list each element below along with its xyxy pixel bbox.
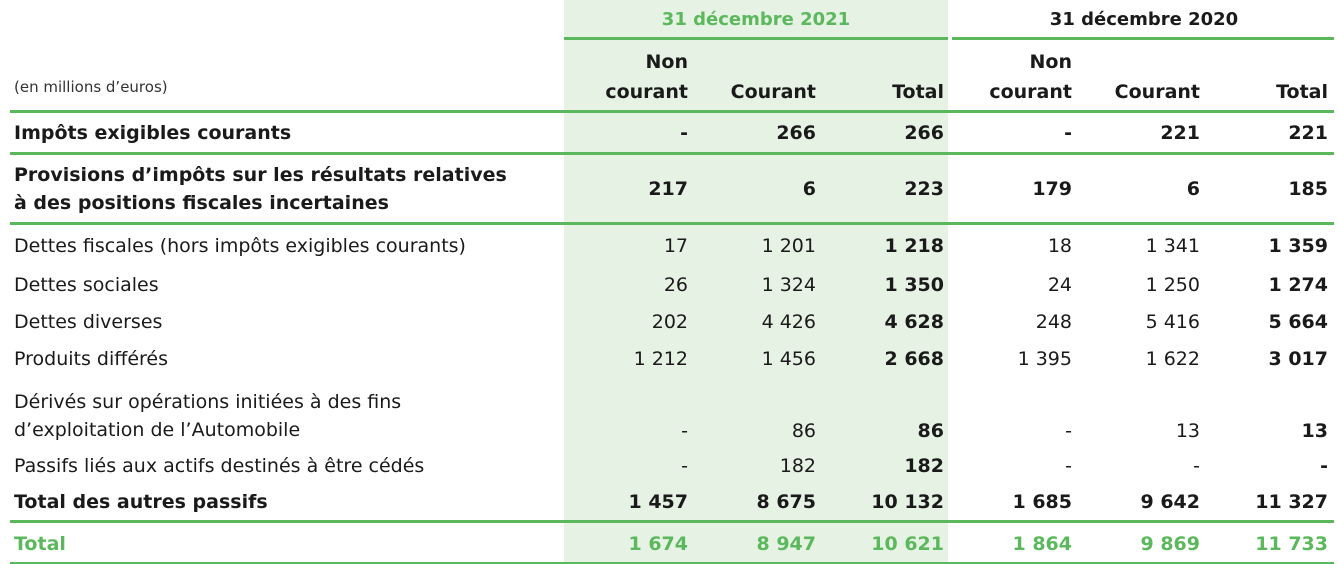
period-2020-rule bbox=[952, 37, 1334, 40]
table-cell: 86 bbox=[917, 420, 944, 442]
table-row: Passifs liés aux actifs destinés à être … bbox=[0, 448, 1340, 484]
table-cell: 24 bbox=[1047, 274, 1072, 296]
col-2020-courant: Courant bbox=[1114, 81, 1200, 103]
table-cell: 13 bbox=[1175, 420, 1200, 442]
table-cell: - bbox=[681, 455, 688, 477]
row-label: Dettes fiscales (hors impôts exigibles c… bbox=[14, 235, 466, 257]
table-row: Dettes fiscales (hors impôts exigibles c… bbox=[0, 226, 1340, 266]
table-cell: 1 864 bbox=[1012, 533, 1073, 555]
table-cell: 9 642 bbox=[1140, 491, 1201, 513]
table-cell: 10 621 bbox=[871, 533, 944, 555]
table-row: Dérivés sur opérations initiées à des fi… bbox=[0, 378, 1340, 448]
table-cell: 5 664 bbox=[1268, 311, 1329, 333]
table-row: Total des autres passifs 1 457 8 675 10 132… bbox=[0, 484, 1340, 520]
table-cell: 266 bbox=[904, 122, 944, 144]
table-cell: - bbox=[1064, 122, 1072, 144]
table-cell: - bbox=[1065, 455, 1072, 477]
period-2020-header: 31 décembre 2020 bbox=[1049, 8, 1239, 30]
unit-label: (en millions d’euros) bbox=[14, 78, 168, 96]
row-separator bbox=[10, 222, 1334, 225]
table-cell: 6 bbox=[1186, 178, 1200, 200]
row-label: Passifs liés aux actifs destinés à être … bbox=[14, 455, 425, 477]
col-2021-non-courant: Non courant bbox=[605, 51, 688, 103]
table-cell: 10 132 bbox=[871, 491, 944, 513]
table-cell: - bbox=[680, 122, 688, 144]
table-cell: 182 bbox=[779, 455, 816, 477]
col-2021-total: Total bbox=[892, 81, 944, 103]
row-label: Dettes sociales bbox=[14, 274, 159, 296]
header-rule bbox=[10, 110, 1334, 113]
table-cell: 1 218 bbox=[884, 235, 945, 257]
table-cell: 1 674 bbox=[628, 533, 689, 555]
table-cell: 8 947 bbox=[756, 533, 817, 555]
table-cell: 1 395 bbox=[1017, 348, 1072, 370]
table-cell: 26 bbox=[663, 274, 688, 296]
table-cell: 248 bbox=[1035, 311, 1072, 333]
period-2021-rule bbox=[564, 37, 948, 40]
col-2020-non-courant: Non courant bbox=[989, 51, 1072, 103]
table-cell: 1 250 bbox=[1145, 274, 1200, 296]
table-row: Total 1 674 8 947 10 621 1 864 9 869 11 733 bbox=[0, 524, 1340, 564]
table-cell: 11 327 bbox=[1255, 491, 1328, 513]
table-row: Dettes diverses 202 4 426 4 628 248 5 416 5 66… bbox=[0, 304, 1340, 340]
table-cell: - bbox=[681, 420, 688, 442]
table-row: Produits différés 1 212 1 456 2 668 1 395 1 6… bbox=[0, 340, 1340, 378]
table-cell: 4 628 bbox=[884, 311, 945, 333]
row-label: Total bbox=[14, 533, 66, 555]
table-cell: 6 bbox=[802, 178, 816, 200]
table-cell: 266 bbox=[776, 122, 816, 144]
table-cell: 13 bbox=[1301, 420, 1328, 442]
table-cell: 185 bbox=[1288, 178, 1328, 200]
table-row: Dettes sociales 26 1 324 1 350 24 1 250 1 274 bbox=[0, 266, 1340, 304]
table-cell: 3 017 bbox=[1268, 348, 1329, 370]
table-cell: 1 685 bbox=[1012, 491, 1073, 513]
row-label: Total des autres passifs bbox=[14, 491, 268, 513]
table-cell: 179 bbox=[1032, 178, 1072, 200]
highlight-column-2021 bbox=[564, 0, 948, 564]
table-cell: 221 bbox=[1288, 122, 1328, 144]
table-cell: 11 733 bbox=[1255, 533, 1328, 555]
table-cell: 17 bbox=[663, 235, 688, 257]
table-cell: 182 bbox=[904, 455, 944, 477]
table-cell: 4 426 bbox=[761, 311, 816, 333]
table-cell: 2 668 bbox=[884, 348, 945, 370]
row-label: Impôts exigibles courants bbox=[14, 122, 292, 144]
table-cell: 1 341 bbox=[1145, 235, 1200, 257]
row-label: Dettes diverses bbox=[14, 311, 163, 333]
table-cell: 1 457 bbox=[628, 491, 689, 513]
table-cell: 217 bbox=[648, 178, 688, 200]
table-cell: 1 359 bbox=[1268, 235, 1329, 257]
table-cell: 8 675 bbox=[756, 491, 817, 513]
table-cell: 1 274 bbox=[1268, 274, 1329, 296]
table-bottom-rule bbox=[10, 562, 1334, 564]
table-cell: 9 869 bbox=[1140, 533, 1201, 555]
table-cell: 1 212 bbox=[633, 348, 688, 370]
col-2020-total: Total bbox=[1276, 81, 1328, 103]
table-cell: - bbox=[1320, 455, 1328, 477]
table-cell: 1 324 bbox=[761, 274, 816, 296]
table-cell: 202 bbox=[651, 311, 688, 333]
table-cell: 221 bbox=[1160, 122, 1200, 144]
table-cell: 1 201 bbox=[761, 235, 816, 257]
row-label: Dérivés sur opérations initiées à des fi… bbox=[14, 391, 402, 441]
row-separator bbox=[10, 152, 1334, 155]
table-cell: 1 622 bbox=[1145, 348, 1200, 370]
table-cell: 86 bbox=[791, 420, 816, 442]
table-row: Provisions d’impôts sur les résultats re… bbox=[0, 156, 1340, 222]
row-label: Produits différés bbox=[14, 348, 169, 370]
period-2021-header: 31 décembre 2021 bbox=[661, 8, 851, 30]
row-label: Provisions d’impôts sur les résultats re… bbox=[14, 164, 507, 214]
table-cell: 18 bbox=[1047, 235, 1072, 257]
table-cell: - bbox=[1065, 420, 1072, 442]
table-cell: - bbox=[1193, 455, 1200, 477]
table-cell: 1 350 bbox=[884, 274, 945, 296]
col-2021-courant: Courant bbox=[730, 81, 816, 103]
table-row: Impôts exigibles courants - 266 266 - 221 221 bbox=[0, 114, 1340, 152]
table-cell: 5 416 bbox=[1145, 311, 1200, 333]
table-cell: 223 bbox=[904, 178, 944, 200]
row-separator bbox=[10, 520, 1334, 523]
table-cell: 1 456 bbox=[761, 348, 816, 370]
